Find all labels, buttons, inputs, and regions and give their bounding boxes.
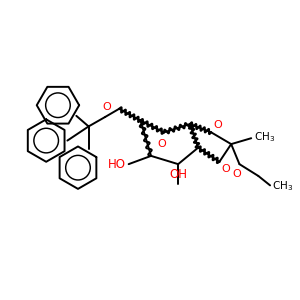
Text: O: O <box>222 164 230 174</box>
Text: CH$_3$: CH$_3$ <box>254 130 275 144</box>
Text: O: O <box>233 169 242 179</box>
Text: HO: HO <box>108 158 126 171</box>
Text: O: O <box>157 140 166 149</box>
Text: OH: OH <box>169 168 187 181</box>
Text: CH$_3$: CH$_3$ <box>272 180 294 194</box>
Text: O: O <box>102 102 111 112</box>
Text: O: O <box>214 120 222 130</box>
